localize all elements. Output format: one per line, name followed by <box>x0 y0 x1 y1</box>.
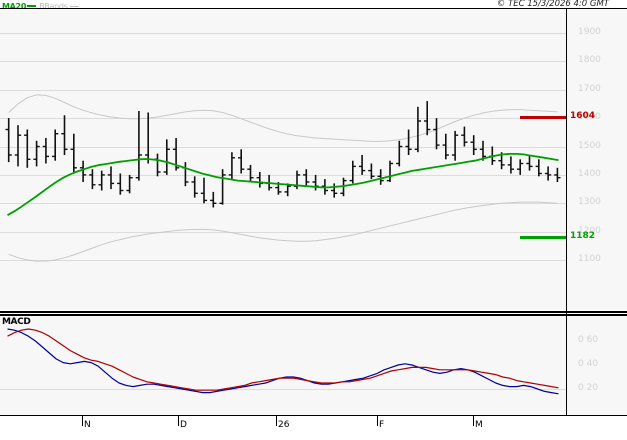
top-frame-rule <box>0 8 627 9</box>
price-axis-label: 1100 <box>578 254 601 264</box>
bbands-line <box>8 201 558 262</box>
x-axis-label: 26 <box>278 420 290 430</box>
price-gridline <box>0 203 566 204</box>
macd-line <box>7 328 559 395</box>
price-axis-label: 1300 <box>578 197 601 207</box>
legend-ma20-swatch <box>27 5 37 7</box>
x-axis-tick <box>178 416 179 426</box>
support-marker-line <box>520 236 566 239</box>
panel-separator-upper <box>0 311 627 313</box>
legend-bbands-label: BBands <box>39 2 68 11</box>
macd-axis-label: 0 60 <box>578 335 599 345</box>
price-gridline <box>0 260 566 261</box>
price-axis-pane <box>566 8 627 310</box>
price-axis-label: 1600 <box>578 112 601 122</box>
price-gridline <box>0 33 566 34</box>
price-axis-label: 1500 <box>578 141 601 151</box>
macd-gridline <box>0 389 566 390</box>
bottom-frame-rule <box>0 415 627 416</box>
support-marker-label: 1182 <box>570 231 596 241</box>
price-gridline <box>0 61 566 62</box>
macd-label: MACD <box>2 317 31 327</box>
x-axis-label: N <box>84 420 91 430</box>
x-axis-tick <box>473 416 474 426</box>
macd-signal-line <box>7 328 559 391</box>
price-axis-label: 1900 <box>578 27 601 37</box>
price-gridline <box>0 90 566 91</box>
legend-ma20-label: MA20 <box>2 2 27 11</box>
x-axis-label: M <box>475 420 483 430</box>
panel-separator-lower <box>0 314 627 316</box>
chart-legend: MA20 BBands <box>2 0 79 11</box>
price-panel <box>0 8 566 310</box>
price-axis-label: 1200 <box>578 226 601 236</box>
x-axis-tick <box>82 416 83 426</box>
macd-axis-label: 0 40 <box>578 359 599 369</box>
macd-axis-pane <box>566 316 627 415</box>
ohlc-bars <box>5 101 561 208</box>
price-axis-label: 1400 <box>578 169 601 179</box>
macd-panel <box>0 316 566 415</box>
ma20-line <box>7 152 559 216</box>
x-axis-tick <box>276 416 277 426</box>
price-gridline <box>0 118 566 119</box>
copyright-timestamp: © TEC 15/3/2026 4:0 GMT <box>496 0 609 9</box>
price-gridline <box>0 175 566 176</box>
resistance-marker-label: 1604 <box>570 111 596 121</box>
macd-plot <box>7 328 559 395</box>
x-axis-tick <box>377 416 378 426</box>
price-gridline <box>0 147 566 148</box>
price-axis-label: 1800 <box>578 55 601 65</box>
bbands-line <box>8 94 558 142</box>
price-axis-label: 1700 <box>578 84 601 94</box>
macd-axis-label: 0 20 <box>578 383 599 393</box>
legend-bbands-swatch <box>69 6 79 7</box>
price-gridline <box>0 232 566 233</box>
price-plot <box>5 94 561 262</box>
axis-divider-rule <box>566 8 567 415</box>
resistance-marker-line <box>520 116 566 119</box>
x-axis-label: F <box>379 420 385 430</box>
x-axis-label: D <box>180 420 187 430</box>
